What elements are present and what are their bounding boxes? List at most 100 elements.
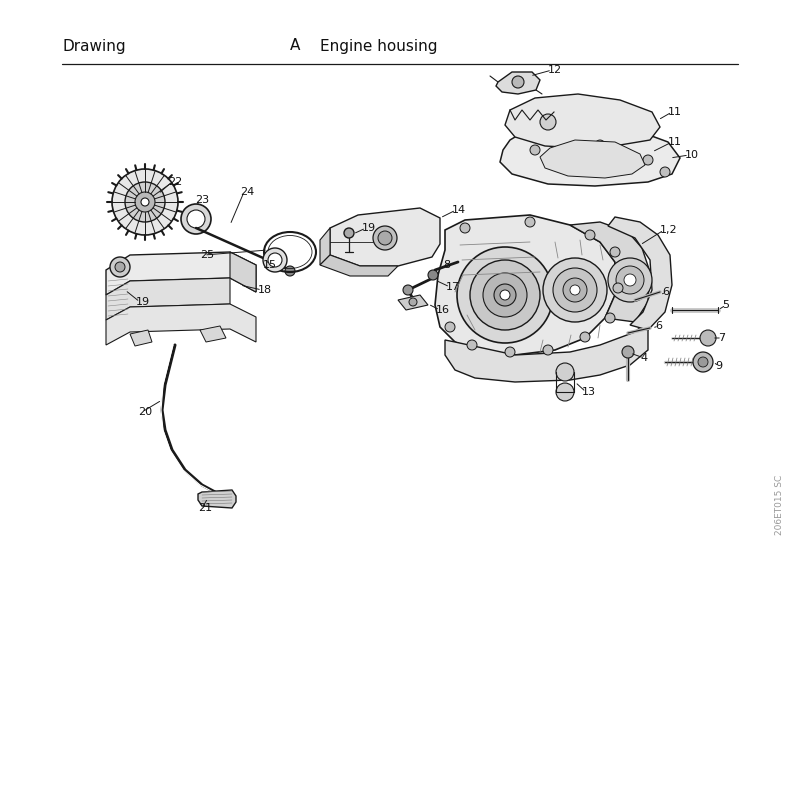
- Text: 11: 11: [668, 137, 682, 147]
- Polygon shape: [330, 208, 440, 266]
- Polygon shape: [106, 278, 230, 320]
- Circle shape: [624, 274, 636, 286]
- Text: 1,2: 1,2: [660, 225, 678, 235]
- Circle shape: [525, 217, 535, 227]
- Circle shape: [610, 247, 620, 257]
- Circle shape: [700, 330, 716, 346]
- Text: 15: 15: [263, 260, 277, 270]
- Circle shape: [512, 76, 524, 88]
- Text: 22: 22: [168, 177, 182, 187]
- Polygon shape: [445, 320, 648, 382]
- Circle shape: [125, 182, 165, 222]
- Text: 14: 14: [452, 205, 466, 215]
- Text: 11: 11: [668, 107, 682, 117]
- Circle shape: [505, 347, 515, 357]
- Circle shape: [622, 346, 634, 358]
- Polygon shape: [505, 94, 660, 148]
- Polygon shape: [398, 295, 428, 310]
- Text: 5: 5: [722, 300, 729, 310]
- Circle shape: [135, 192, 155, 212]
- Text: 12: 12: [548, 65, 562, 75]
- Text: Engine housing: Engine housing: [320, 38, 438, 54]
- Text: 8: 8: [443, 260, 450, 270]
- Circle shape: [467, 340, 477, 350]
- Polygon shape: [608, 217, 672, 330]
- Text: 17: 17: [446, 282, 460, 292]
- Text: 6: 6: [655, 321, 662, 331]
- Text: 24: 24: [240, 187, 254, 197]
- Circle shape: [570, 285, 580, 295]
- Circle shape: [428, 270, 438, 280]
- Polygon shape: [200, 326, 226, 342]
- Polygon shape: [320, 255, 398, 276]
- Circle shape: [268, 253, 282, 267]
- Text: 20: 20: [138, 407, 152, 417]
- Polygon shape: [106, 252, 256, 295]
- Circle shape: [556, 363, 574, 381]
- Text: 6: 6: [662, 287, 669, 297]
- Polygon shape: [435, 215, 615, 355]
- Circle shape: [556, 383, 574, 401]
- Text: 16: 16: [436, 305, 450, 315]
- Circle shape: [470, 260, 540, 330]
- Polygon shape: [230, 252, 256, 292]
- Polygon shape: [540, 140, 645, 178]
- Circle shape: [605, 313, 615, 323]
- Circle shape: [460, 223, 470, 233]
- Circle shape: [445, 322, 455, 332]
- Polygon shape: [500, 122, 680, 186]
- Polygon shape: [130, 330, 152, 346]
- Circle shape: [698, 357, 708, 367]
- Circle shape: [494, 284, 516, 306]
- Circle shape: [643, 155, 653, 165]
- Text: 19: 19: [362, 223, 376, 233]
- Circle shape: [660, 167, 670, 177]
- Circle shape: [608, 258, 652, 302]
- Circle shape: [543, 345, 553, 355]
- Text: 10: 10: [685, 150, 699, 160]
- Circle shape: [543, 258, 607, 322]
- Circle shape: [585, 230, 595, 240]
- Circle shape: [344, 228, 354, 238]
- Circle shape: [530, 145, 540, 155]
- Text: 13: 13: [582, 387, 596, 397]
- Text: 23: 23: [195, 195, 209, 205]
- Circle shape: [187, 210, 205, 228]
- Circle shape: [409, 298, 417, 306]
- Text: 9: 9: [715, 361, 722, 371]
- Polygon shape: [496, 72, 540, 94]
- Circle shape: [553, 268, 597, 312]
- Circle shape: [181, 204, 211, 234]
- Text: 18: 18: [258, 285, 272, 295]
- Circle shape: [580, 332, 590, 342]
- Text: 4: 4: [640, 353, 647, 363]
- Circle shape: [373, 226, 397, 250]
- Text: Drawing: Drawing: [62, 38, 126, 54]
- Circle shape: [483, 273, 527, 317]
- Circle shape: [403, 285, 413, 295]
- Text: 7: 7: [718, 333, 725, 343]
- Polygon shape: [570, 222, 650, 322]
- Circle shape: [595, 140, 605, 150]
- Text: 21: 21: [198, 503, 212, 513]
- Polygon shape: [106, 304, 256, 345]
- Circle shape: [115, 262, 125, 272]
- Circle shape: [378, 231, 392, 245]
- Polygon shape: [198, 490, 236, 508]
- Circle shape: [500, 290, 510, 300]
- Circle shape: [540, 114, 556, 130]
- Text: 206ET015 SC: 206ET015 SC: [775, 475, 785, 535]
- Text: 19: 19: [136, 297, 150, 307]
- Circle shape: [457, 247, 553, 343]
- Circle shape: [112, 169, 178, 235]
- Polygon shape: [320, 228, 330, 265]
- Circle shape: [285, 266, 295, 276]
- Text: A: A: [290, 38, 300, 54]
- Text: 25: 25: [200, 250, 214, 260]
- Circle shape: [141, 198, 149, 206]
- Circle shape: [616, 266, 644, 294]
- Circle shape: [263, 248, 287, 272]
- Circle shape: [613, 283, 623, 293]
- Circle shape: [563, 278, 587, 302]
- Circle shape: [693, 352, 713, 372]
